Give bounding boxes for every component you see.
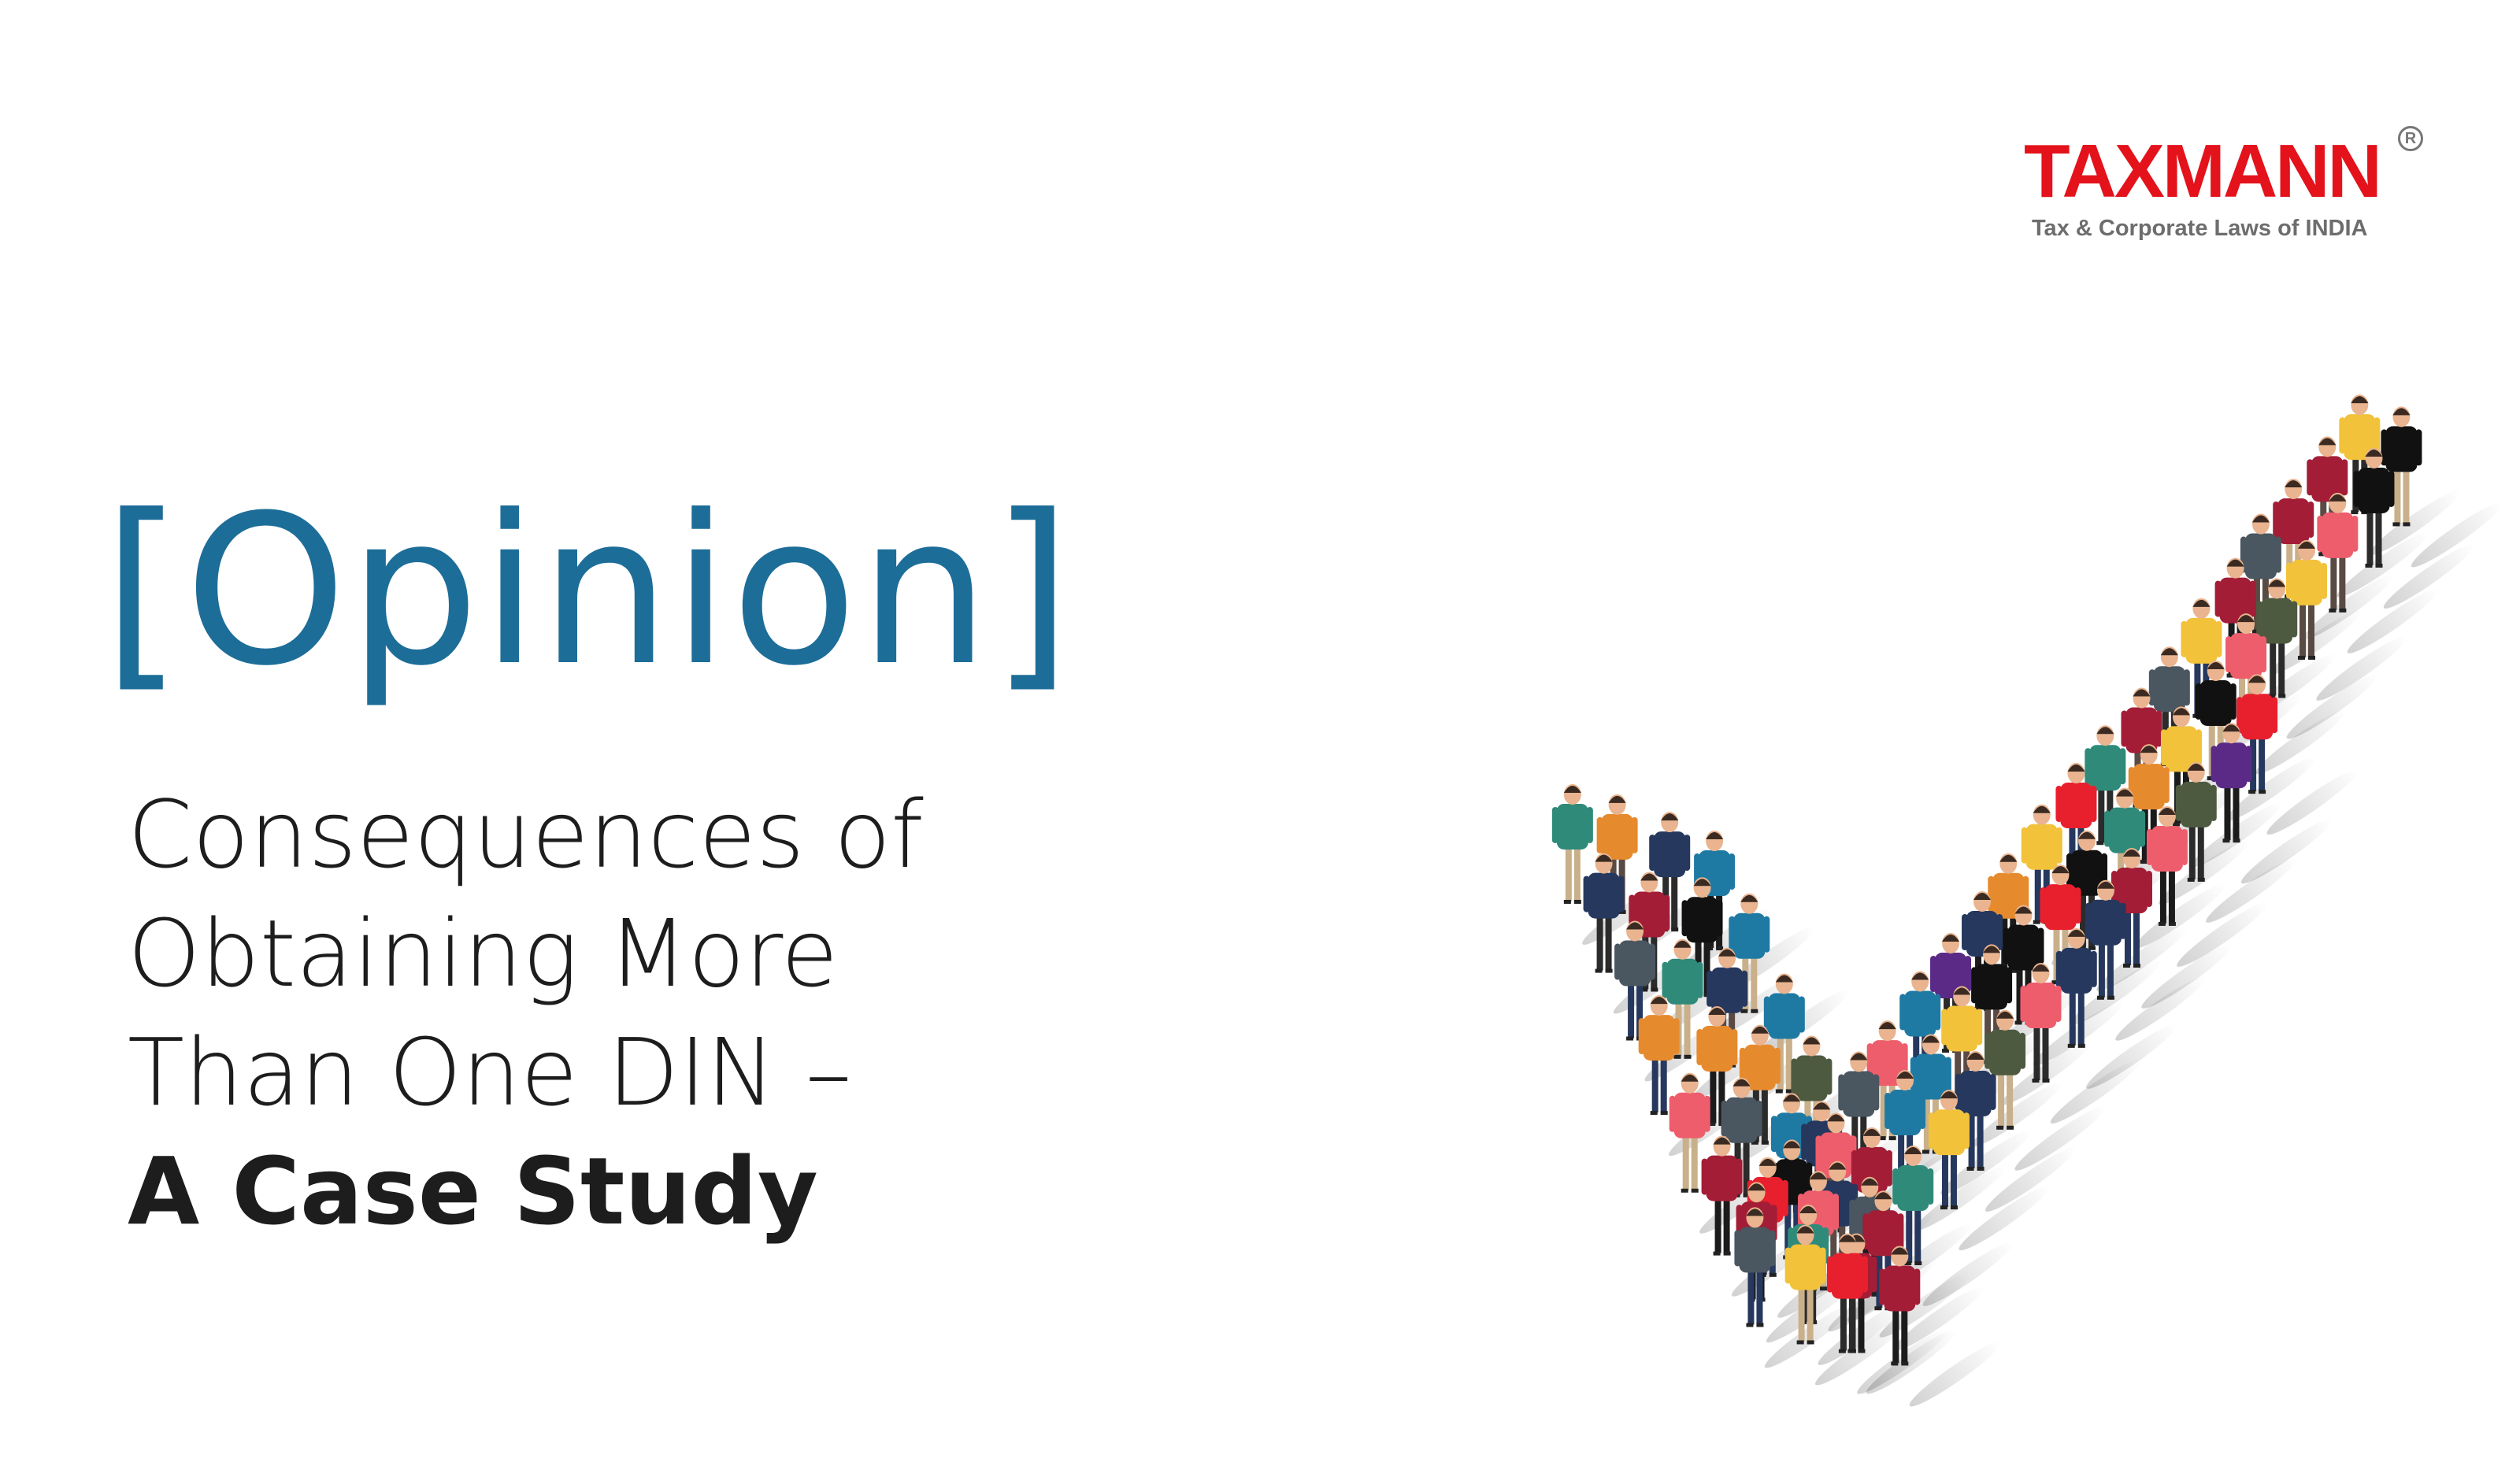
- person-figure: [2146, 805, 2188, 926]
- person-shadow: [2286, 674, 2377, 739]
- person-figure: [1696, 1006, 1738, 1127]
- person-figure: [2110, 848, 2152, 968]
- person-shadow: [2177, 901, 2268, 967]
- person-figure: [2353, 447, 2395, 568]
- person-shadow: [2086, 1024, 2177, 1089]
- person-shadow: [2206, 857, 2297, 923]
- title-line-3: Than One DIN –: [128, 1018, 852, 1127]
- person-figure: [1784, 1224, 1826, 1345]
- person-figure: [1892, 1146, 1934, 1266]
- person-figure: [1734, 1207, 1776, 1327]
- person-shadow: [2411, 502, 2503, 568]
- person-figure: [2175, 761, 2217, 882]
- person-shadow: [1940, 1130, 2032, 1195]
- person-shadow: [1909, 1342, 2000, 1407]
- person-figure: [1928, 1090, 1970, 1210]
- person-figure: [1551, 783, 1593, 904]
- registered-mark-icon: R: [2398, 126, 2423, 151]
- person-figure: [1866, 1020, 1908, 1141]
- title-line-4: A Case Study: [128, 1137, 818, 1246]
- title-line-2: Obtaining More: [128, 899, 839, 1008]
- opinion-heading: [Opinion]: [102, 471, 1073, 711]
- person-shadow: [2096, 926, 2188, 991]
- person-figure: [1701, 1135, 1743, 1256]
- person-figure: [1669, 1072, 1710, 1193]
- person-shadow: [2270, 609, 2362, 675]
- person-shadow: [2369, 490, 2460, 556]
- person-shadow: [2050, 1059, 2142, 1123]
- person-shadow: [1959, 1186, 2050, 1251]
- person-figure: [1638, 995, 1680, 1116]
- person-shadow: [2141, 944, 2233, 1009]
- person-figure: [1879, 1246, 1921, 1366]
- logo-wordmark: TAXMANN: [2024, 129, 2382, 213]
- person-figure: [1729, 893, 1770, 1013]
- title-line-1: Consequences of: [128, 780, 924, 889]
- person-figure: [2055, 927, 2097, 1048]
- person-figure: [2256, 578, 2298, 698]
- person-shadow: [2383, 543, 2475, 609]
- person-figure: [2317, 492, 2359, 613]
- article-title: Consequences of Obtaining More Than One …: [128, 776, 924, 1251]
- person-figure: [2020, 962, 2062, 1083]
- person-figure: [2211, 723, 2252, 843]
- person-figure: [1826, 1233, 1868, 1353]
- person-shadow: [2255, 709, 2347, 775]
- person-figure: [2085, 879, 2126, 1000]
- person-shadow: [2115, 975, 2207, 1041]
- person-figure: [1583, 853, 1625, 973]
- person-shadow: [1971, 1082, 2062, 1147]
- person-figure: [1984, 1009, 2026, 1130]
- person-figure: [1614, 920, 1656, 1041]
- person-figure: [1649, 812, 1691, 932]
- person-shadow: [2014, 1105, 2106, 1171]
- person-shadow: [1892, 1286, 1984, 1352]
- person-shadow: [2303, 575, 2394, 639]
- person-shadow: [2225, 757, 2317, 821]
- person-shadow: [2266, 770, 2358, 835]
- person-figure: [2236, 674, 2278, 794]
- crowd-people: [1551, 394, 2422, 1366]
- person-shadow: [2159, 840, 2250, 905]
- person-shadow: [2240, 819, 2333, 884]
- person-shadow: [1984, 1146, 2077, 1212]
- person-shadow: [2316, 635, 2407, 701]
- logo-tagline: Tax & Corporate Laws of INDIA: [2032, 216, 2368, 241]
- person-figure: [2285, 539, 2327, 660]
- person-shadow: [2070, 961, 2162, 1026]
- person-shadow: [2347, 588, 2438, 653]
- person-shadow: [1914, 1166, 2006, 1231]
- taxmann-logo: TAXMANN R Tax & Corporate Laws of INDIA: [2024, 126, 2433, 252]
- person-shadow: [2134, 883, 2225, 949]
